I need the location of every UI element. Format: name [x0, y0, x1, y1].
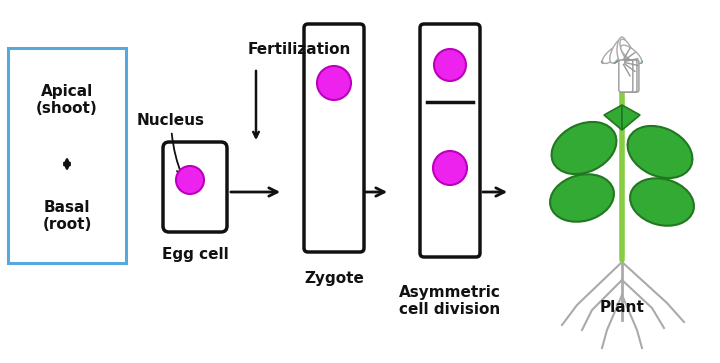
Text: Apical
(shoot): Apical (shoot)	[36, 84, 98, 116]
Ellipse shape	[613, 40, 624, 63]
Text: Plant: Plant	[600, 301, 644, 315]
Bar	[8, 48, 126, 263]
FancyBboxPatch shape	[163, 142, 227, 232]
FancyBboxPatch shape	[621, 60, 635, 92]
Ellipse shape	[550, 174, 614, 222]
Ellipse shape	[621, 45, 642, 64]
Polygon shape	[622, 105, 640, 130]
FancyBboxPatch shape	[420, 24, 480, 257]
Ellipse shape	[434, 49, 466, 81]
Ellipse shape	[602, 50, 623, 63]
Text: Fertilization: Fertilization	[248, 42, 351, 57]
Ellipse shape	[603, 45, 624, 64]
FancyBboxPatch shape	[624, 60, 638, 92]
FancyBboxPatch shape	[618, 60, 633, 92]
Ellipse shape	[620, 39, 634, 63]
Text: Nucleus: Nucleus	[137, 113, 205, 176]
Text: Egg cell: Egg cell	[161, 248, 228, 262]
Ellipse shape	[628, 126, 693, 178]
Polygon shape	[604, 105, 622, 130]
Text: Asymmetric
cell division: Asymmetric cell division	[399, 285, 501, 317]
FancyBboxPatch shape	[625, 60, 639, 92]
Ellipse shape	[552, 122, 616, 174]
Text: Zygote: Zygote	[304, 270, 364, 286]
Ellipse shape	[176, 166, 204, 194]
Ellipse shape	[317, 66, 351, 100]
Ellipse shape	[617, 37, 627, 63]
Ellipse shape	[610, 39, 624, 63]
Text: Basal
(root): Basal (root)	[42, 200, 91, 232]
FancyBboxPatch shape	[623, 60, 637, 92]
Ellipse shape	[630, 178, 694, 226]
Ellipse shape	[621, 40, 631, 63]
Ellipse shape	[621, 50, 642, 63]
Ellipse shape	[433, 151, 467, 185]
FancyBboxPatch shape	[304, 24, 364, 252]
